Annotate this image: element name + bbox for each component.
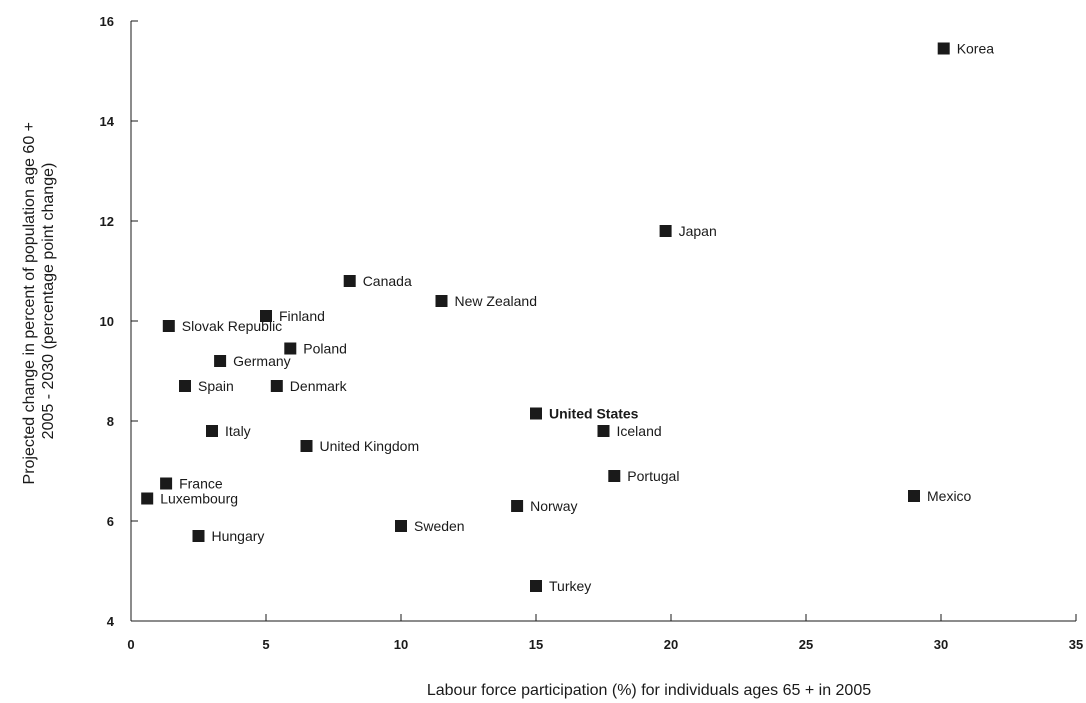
point-label: Korea [957, 41, 995, 57]
point-marker [659, 225, 672, 237]
point-label: Denmark [290, 378, 348, 394]
y-axis-title-line-1: Projected change in percent of populatio… [21, 122, 38, 485]
point-marker [530, 407, 542, 420]
data-point: Portugal [608, 468, 679, 484]
point-label: Italy [225, 423, 251, 439]
data-point: Slovak Republic [162, 318, 282, 334]
point-label: United Kingdom [320, 438, 420, 454]
data-point: Luxembourg [141, 491, 238, 507]
y-axis-title-line-2: 2005 - 2030 (percentage point change) [40, 163, 57, 440]
data-point: Poland [284, 341, 347, 357]
data-point: United Kingdom [300, 438, 420, 454]
x-tick-label: 5 [262, 637, 269, 652]
y-axis-title: Projected change in percent of populatio… [21, 118, 57, 485]
y-tick-label: 4 [107, 614, 115, 629]
point-label: Spain [198, 378, 234, 394]
point-marker [343, 275, 356, 287]
point-marker [260, 310, 272, 322]
point-marker [597, 425, 610, 437]
data-points: Korea Japan Canada New Zealand FinlandSlovak… [141, 41, 995, 594]
point-marker [214, 355, 227, 367]
point-label: United States [549, 406, 639, 422]
point-label: Canada [363, 273, 412, 289]
point-label: Finland [279, 308, 325, 324]
x-axis-title: Labour force participation (%) for indiv… [427, 682, 871, 699]
point-marker [608, 470, 621, 482]
point-label: Poland [303, 341, 347, 357]
data-point: Sweden [395, 518, 465, 534]
point-label: Germany [233, 353, 291, 369]
x-axis-ticks: 0 5 10 15 20 25 30 35 [127, 614, 1083, 652]
point-marker [270, 380, 283, 392]
data-point: Spain [179, 378, 234, 394]
y-tick-label: 12 [100, 214, 114, 229]
data-point: Germany [214, 353, 291, 369]
y-tick-label: 8 [107, 414, 114, 429]
data-point: Korea [937, 41, 995, 57]
x-tick-label: 25 [799, 637, 813, 652]
y-tick-label: 10 [100, 314, 114, 329]
point-marker [206, 425, 218, 437]
point-marker [435, 295, 448, 307]
y-tick-label: 14 [100, 114, 115, 129]
svg-text:Projected change in percent of: Projected change in percent of populatio… [21, 118, 57, 485]
x-tick-label: 10 [394, 637, 408, 652]
point-marker [160, 477, 173, 490]
point-label: Mexico [927, 488, 972, 504]
data-point: United States [530, 406, 639, 422]
point-label: Slovak Republic [182, 318, 282, 334]
data-point: Finland [260, 308, 325, 324]
point-marker [530, 580, 542, 592]
point-marker [284, 342, 297, 355]
x-tick-label: 35 [1069, 637, 1083, 652]
point-marker [162, 320, 175, 332]
data-point: Japan [659, 223, 717, 239]
point-marker [908, 490, 920, 502]
data-point: Italy [206, 423, 251, 439]
data-point: Iceland [597, 423, 662, 439]
point-label: Luxembourg [160, 491, 238, 507]
x-tick-label: 0 [127, 637, 134, 652]
data-point: New Zealand [435, 293, 538, 309]
data-point: Norway [511, 498, 578, 514]
point-label: Iceland [617, 423, 662, 439]
point-marker [141, 492, 154, 505]
data-point: Denmark [270, 378, 348, 394]
point-marker [937, 42, 950, 55]
point-marker [192, 530, 205, 542]
x-tick-label: 20 [664, 637, 678, 652]
data-point: Turkey [530, 578, 591, 594]
point-marker [300, 440, 313, 452]
point-label: Japan [679, 223, 717, 239]
point-marker [179, 380, 191, 392]
data-point: Hungary [192, 528, 265, 544]
data-point: Mexico [908, 488, 972, 504]
point-marker [511, 500, 524, 512]
x-tick-label: 30 [934, 637, 948, 652]
point-label: Turkey [549, 578, 591, 594]
point-label: Sweden [414, 518, 465, 534]
x-tick-label: 15 [529, 637, 543, 652]
data-point: France [160, 476, 223, 492]
point-label: Hungary [212, 528, 265, 544]
point-label: Portugal [627, 468, 679, 484]
data-point: Canada [343, 273, 412, 289]
y-tick-label: 6 [107, 514, 114, 529]
y-axis-ticks: 4 6 8 10 12 14 16 [100, 14, 138, 629]
point-label: Norway [530, 498, 577, 514]
point-label: France [179, 476, 223, 492]
point-label: New Zealand [455, 293, 538, 309]
y-tick-label: 16 [100, 14, 114, 29]
point-marker [395, 520, 407, 532]
